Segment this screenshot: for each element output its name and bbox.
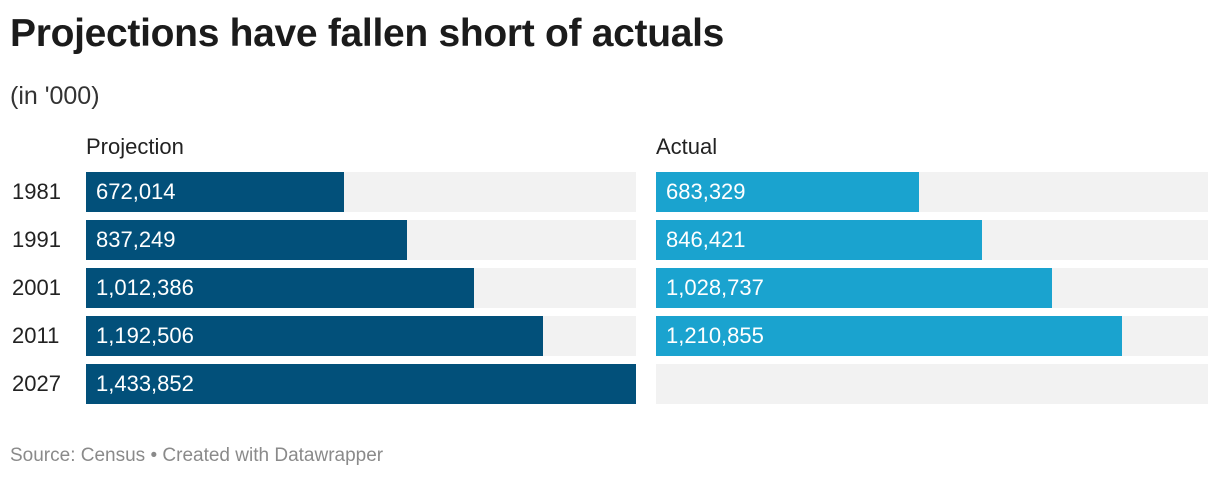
bar-track: 837,249 <box>86 220 636 260</box>
year-label: 2001 <box>12 275 61 300</box>
bar-actual: 1,028,737 <box>656 268 1052 308</box>
footer-source: Source: Census • Created with Datawrappe… <box>10 445 383 467</box>
year-label: 2011 <box>12 323 60 348</box>
source-label: Source: Census <box>10 445 146 466</box>
bar-projection: 672,014 <box>86 172 344 212</box>
bar-track: 672,014 <box>86 172 636 212</box>
bar-projection: 1,433,852 <box>86 364 636 404</box>
chart-title: Projections have fallen short of actuals <box>10 12 725 55</box>
bar-value-label: 683,329 <box>666 179 746 204</box>
bar-value-label: 1,433,852 <box>96 371 194 396</box>
bar-value-label: 1,028,737 <box>666 275 764 300</box>
bar-value-label: 672,014 <box>96 179 176 204</box>
year-label: 2027 <box>12 371 61 396</box>
chart-subtitle: (in '000) <box>10 82 100 110</box>
bar-value-label: 1,210,855 <box>666 323 764 348</box>
bar-actual: 683,329 <box>656 172 919 212</box>
bar-track: 683,329 <box>656 172 1208 212</box>
panel-header-projection: Projection <box>86 134 184 159</box>
bar-track: 846,421 <box>656 220 1208 260</box>
bar-actual: 1,210,855 <box>656 316 1122 356</box>
bar-track: 1,028,737 <box>656 268 1208 308</box>
bar-actual: 846,421 <box>656 220 982 260</box>
bar-track: 1,012,386 <box>86 268 636 308</box>
bar-track <box>656 364 1208 404</box>
bar-track: 1,192,506 <box>86 316 636 356</box>
bar-value-label: 1,012,386 <box>96 275 194 300</box>
bar-track: 1,210,855 <box>656 316 1208 356</box>
bar-value-label: 846,421 <box>666 227 746 252</box>
bar-projection: 1,012,386 <box>86 268 474 308</box>
bar-value-label: 1,192,506 <box>96 323 194 348</box>
panel-header-actual: Actual <box>656 134 718 159</box>
year-label: 1981 <box>12 179 61 204</box>
bar-value-label: 837,249 <box>96 227 176 252</box>
footer-separator: • <box>150 445 158 466</box>
year-label: 1991 <box>12 227 61 252</box>
bar-projection: 1,192,506 <box>86 316 543 356</box>
credit-link[interactable]: Created with Datawrapper <box>162 445 384 466</box>
bar-track: 1,433,852 <box>86 364 636 404</box>
bar-projection: 837,249 <box>86 220 407 260</box>
